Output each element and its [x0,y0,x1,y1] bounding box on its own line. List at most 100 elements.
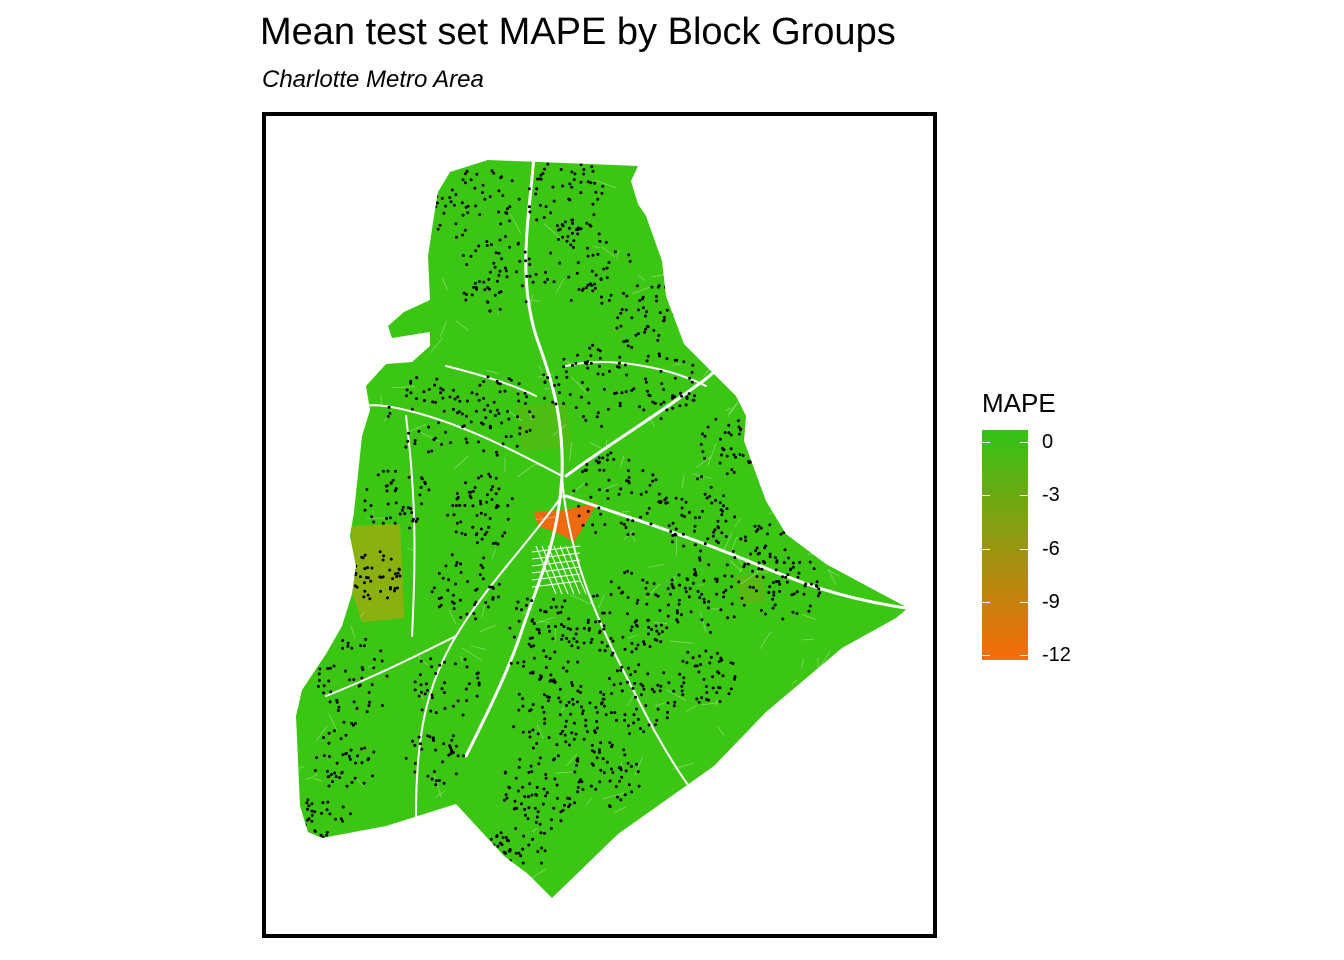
minor-street [822,241,836,261]
test-point [576,700,579,704]
test-point [707,563,711,567]
minor-street [422,863,433,868]
test-point [591,343,595,347]
test-point [645,581,649,585]
test-point [441,576,445,580]
test-point [503,266,507,270]
minor-street [740,571,759,585]
test-point [517,692,521,696]
test-point [591,253,595,257]
test-point [476,676,480,680]
test-point [604,240,608,244]
test-point [720,513,724,517]
legend: MAPE 0 -3 -6 -9 -12 [980,388,1120,678]
test-point [432,739,436,742]
test-point [435,377,439,381]
test-point [451,704,455,708]
test-point [450,738,454,742]
test-point [413,680,417,684]
test-point [572,489,576,493]
test-point [795,590,799,594]
test-point [716,519,720,523]
test-point [501,876,505,880]
test-point [636,643,640,647]
test-point [737,580,741,584]
test-point [556,754,560,758]
test-point [540,846,544,850]
test-point [504,860,507,864]
test-point [569,712,572,716]
test-point [622,523,626,526]
test-point [559,700,562,704]
minor-street [495,875,512,894]
test-point [802,592,806,596]
test-point [520,284,524,288]
test-point [683,586,687,590]
test-point [335,761,339,765]
test-point [464,481,468,485]
test-point [542,787,546,791]
test-point [515,270,518,274]
test-point [454,530,458,534]
test-point [325,833,329,837]
test-point [528,735,532,739]
test-point [718,437,722,441]
test-point [695,697,699,701]
test-point [751,569,754,573]
test-point [626,612,629,616]
test-point [381,521,385,525]
test-point [698,558,702,562]
test-point [528,782,532,786]
test-point [643,642,646,646]
test-point [350,646,354,650]
test-point [495,453,499,457]
test-point [670,578,674,582]
test-point [581,787,585,791]
minor-street [827,569,840,577]
test-point [712,530,716,534]
test-point [362,781,366,785]
test-point [437,597,441,601]
test-point [571,702,575,706]
map-subtitle: Charlotte Metro Area [262,66,484,93]
minor-street [537,373,554,378]
test-point [562,803,566,807]
test-point [447,578,451,582]
minor-street [454,455,469,469]
test-point [596,372,600,376]
test-point [705,496,709,500]
test-point [594,705,598,709]
test-point [657,334,661,337]
test-point [367,691,371,694]
test-point [307,817,311,821]
test-point [618,404,622,408]
test-point [595,720,599,723]
minor-street [772,833,790,839]
test-point [439,391,442,395]
test-point [687,392,691,396]
test-point [507,377,511,380]
test-point [557,391,561,395]
test-point [656,285,660,289]
test-point [531,415,535,419]
test-point [477,476,480,480]
test-point [651,400,655,404]
minor-street [312,777,323,783]
minor-street [825,450,836,460]
test-point [630,345,634,349]
test-point [595,415,599,419]
test-point [429,709,433,713]
test-point [580,289,584,292]
test-point [437,571,441,575]
test-point [420,747,424,751]
test-point [509,434,513,438]
test-point [641,469,645,473]
test-point [464,414,468,418]
test-point [552,597,556,601]
test-point [565,669,569,673]
test-point [528,636,532,640]
test-point [562,357,566,361]
test-point [672,704,676,708]
test-point [485,493,489,497]
test-point [503,771,507,775]
